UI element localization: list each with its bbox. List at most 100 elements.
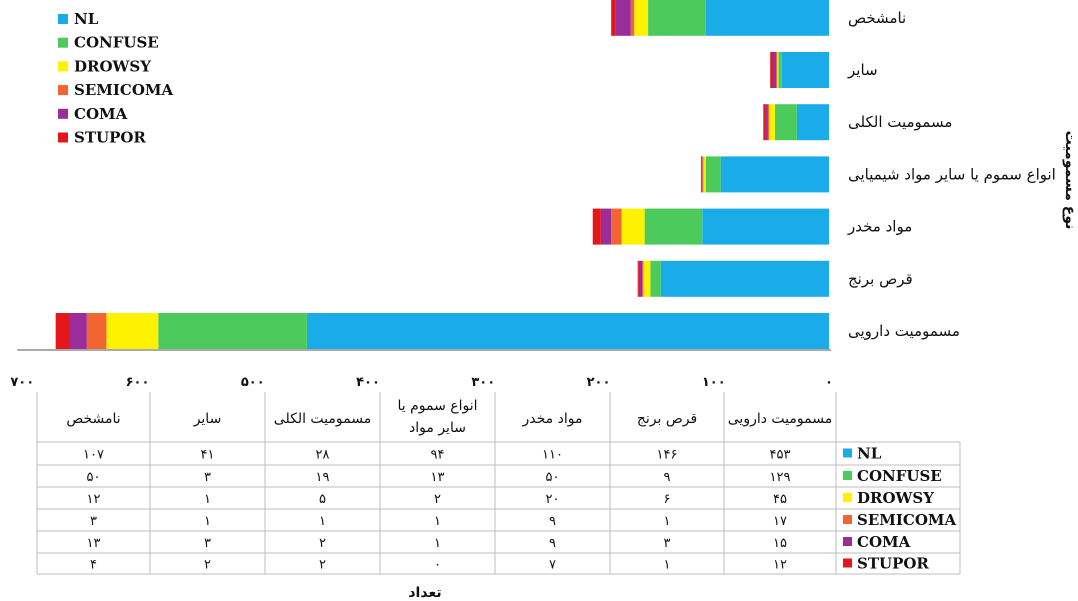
- bar-segment: [660, 260, 829, 297]
- table-cell: ۵۰: [87, 470, 101, 485]
- table-cell: ۲: [434, 492, 441, 507]
- table-cell: ۲۸: [316, 448, 330, 463]
- table-cell: ۱۲۹: [770, 470, 791, 485]
- table-cell: ۱: [434, 514, 441, 529]
- table-legend-label: DROWSY: [857, 489, 934, 507]
- category-label: انواع سموم یا سایر مواد شیمیایی: [848, 165, 1056, 183]
- bar-segment: [158, 313, 307, 349]
- bar-segment: [763, 104, 766, 141]
- table-cell: ۲۰: [546, 492, 560, 507]
- table-cell: ۴۵: [773, 492, 787, 507]
- legend: NL CONFUSE DROWSY SEMICOMA COMA STUPOR: [58, 10, 173, 147]
- bar-segment: [615, 0, 631, 36]
- table-legend-swatch: [843, 558, 852, 568]
- category-label: قرص برنج: [848, 270, 913, 288]
- bar-segment: [69, 313, 87, 349]
- bar-segment: [600, 208, 612, 245]
- bar-segment: [774, 104, 797, 141]
- bar-segment: [705, 0, 829, 36]
- bar-segment: [637, 260, 639, 297]
- table-cell: ۲: [204, 558, 211, 573]
- category-label: نامشخص: [848, 9, 906, 27]
- legend-swatch: [58, 61, 68, 72]
- x-tick-label: ۲۰۰: [587, 375, 611, 390]
- bar-segment: [702, 156, 704, 193]
- bar-segment: [701, 156, 703, 193]
- table-cell: ۱۷: [773, 514, 787, 529]
- bar-segment: [769, 104, 775, 141]
- table-cell: ۱۳: [431, 470, 445, 485]
- x-tick-label: ۱۰۰: [702, 375, 726, 390]
- bar-segment: [720, 156, 829, 193]
- bar-segment: [777, 52, 779, 88]
- table-cell: ۱۱۰: [542, 448, 563, 463]
- legend-swatch: [58, 108, 68, 119]
- table-cell: ۱: [434, 536, 441, 551]
- table-cell: ۰: [434, 558, 441, 573]
- table-legend-label: CONFUSE: [857, 467, 942, 485]
- bar-segment: [767, 104, 770, 141]
- category-label: مسمومیت دارویی: [848, 322, 960, 340]
- table-header: مسمومیت دارویی: [728, 411, 832, 427]
- table-cell: ۴: [90, 558, 97, 573]
- y-axis-title: نوع مسمومیت: [1062, 131, 1078, 230]
- bar-segment: [775, 52, 778, 88]
- bar-segment: [770, 52, 773, 88]
- bar-segment: [778, 52, 782, 88]
- bar-segment: [642, 260, 644, 297]
- x-tick-label: ۵۰۰: [241, 375, 265, 390]
- table-cell: ۷: [549, 558, 556, 573]
- table-cell: ۵۰: [546, 470, 560, 485]
- bar-segment: [703, 156, 706, 193]
- bar-segment: [634, 0, 649, 36]
- table-cell: ۵: [319, 492, 326, 507]
- bar-segment: [630, 0, 635, 36]
- bars-group: [55, 0, 830, 349]
- x-axis: ۰ ۱۰۰ ۲۰۰ ۳۰۰ ۴۰۰ ۵۰۰ ۶۰۰ ۷۰۰: [10, 349, 833, 390]
- legend-label: NL: [74, 10, 99, 28]
- legend-label: DROWSY: [74, 57, 151, 75]
- table-cell: ۱: [204, 514, 211, 529]
- bar-segment: [611, 0, 616, 36]
- bar-segment: [765, 104, 768, 141]
- table-cell: ۱۰۷: [83, 448, 104, 463]
- table-cell: ۱۲: [773, 558, 787, 573]
- table-cell: ۳: [90, 514, 97, 529]
- bar-segment: [648, 0, 706, 36]
- table-cell: ۹: [664, 470, 671, 485]
- bar-segment: [86, 313, 107, 349]
- data-table: مسمومیت دارویی قرص برنج مواد مخدر انواع سمو…: [36, 392, 961, 575]
- table-cell: ۳: [204, 536, 211, 551]
- table-header: قرص برنج: [637, 411, 697, 427]
- table-legend-swatch: [843, 448, 852, 458]
- bar-segment: [644, 208, 703, 245]
- legend-label: SEMICOMA: [74, 81, 173, 99]
- table-header: نامشخص: [66, 411, 120, 427]
- bar-segment: [702, 208, 829, 245]
- table-cell: ۹: [549, 514, 556, 529]
- bar-segment: [781, 52, 829, 88]
- bar-segment: [106, 313, 159, 349]
- table-cell: ۲: [319, 558, 326, 573]
- bar-segment: [705, 156, 721, 193]
- table-header: سایر مواد: [409, 420, 466, 436]
- table-header: سایر: [193, 411, 222, 427]
- bar-segment: [621, 208, 645, 245]
- bar-segment: [611, 208, 622, 245]
- category-label: مواد مخدر: [847, 218, 912, 236]
- category-labels: مسمومیت دارویی قرص برنج مواد مخدر انواع سمو…: [847, 9, 1056, 340]
- legend-label: COMA: [74, 105, 128, 123]
- table-legend-swatch: [843, 537, 852, 546]
- x-axis-title: تعداد: [408, 585, 441, 601]
- table-legend-label: COMA: [857, 533, 911, 551]
- legend-label: STUPOR: [74, 129, 146, 147]
- x-tick-label: ۰: [825, 375, 833, 390]
- bar-segment: [643, 260, 651, 297]
- table-cell: ۹: [549, 536, 556, 551]
- table-header: مواد مخدر: [522, 411, 583, 427]
- table-cell: ۱۳: [87, 536, 101, 551]
- table-cell: ۱۵: [773, 536, 787, 551]
- category-label: سایر: [847, 61, 878, 79]
- legend-label: CONFUSE: [74, 34, 159, 52]
